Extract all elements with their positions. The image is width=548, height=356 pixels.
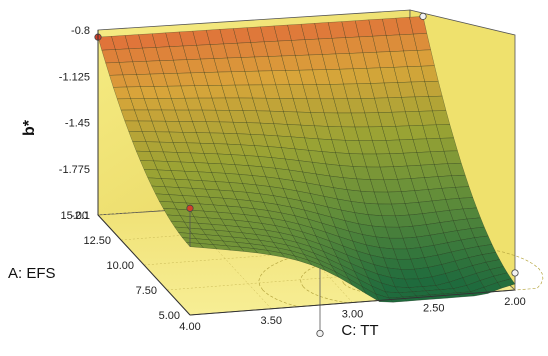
z-axis-label: b* xyxy=(21,119,38,136)
z-tick-label: -0.8 xyxy=(71,25,90,37)
x-axis-line xyxy=(189,289,516,316)
tick-labels: -0.8 -1.125 -1.45 -1.775 -2.1 5.00 7.50 10.00 12… xyxy=(59,25,526,333)
y-axis-label: A: EFS xyxy=(8,265,56,282)
x-tick-label: 3.00 xyxy=(342,309,363,321)
y-tick-label: 10.00 xyxy=(106,260,134,272)
x-tick-label: 2.00 xyxy=(504,296,525,308)
design-point xyxy=(511,269,519,277)
x-tick-label: 4.00 xyxy=(179,321,200,333)
y-tick-label: 7.50 xyxy=(136,285,157,297)
surface-cell xyxy=(497,278,516,289)
y-tick-label: 15.00 xyxy=(60,210,88,222)
y-axis-line xyxy=(97,214,191,316)
x-axis-label: C: TT xyxy=(341,322,378,339)
axes xyxy=(97,30,516,316)
x-tick-label: 2.50 xyxy=(423,302,444,314)
y-tick-label: 12.50 xyxy=(83,235,111,247)
design-point xyxy=(419,12,427,20)
response-surface xyxy=(97,16,516,303)
z-tick-label: -1.125 xyxy=(59,71,90,83)
design-point xyxy=(316,329,324,338)
z-tick-label: -2.1 xyxy=(71,210,90,222)
y-tick-label: 5.00 xyxy=(159,310,180,322)
design-point xyxy=(186,204,194,212)
design-points xyxy=(94,12,519,338)
x-tick-label: 3.50 xyxy=(261,315,282,327)
z-tick-label: -1.775 xyxy=(59,164,90,176)
z-tick-label: -1.45 xyxy=(65,118,90,130)
